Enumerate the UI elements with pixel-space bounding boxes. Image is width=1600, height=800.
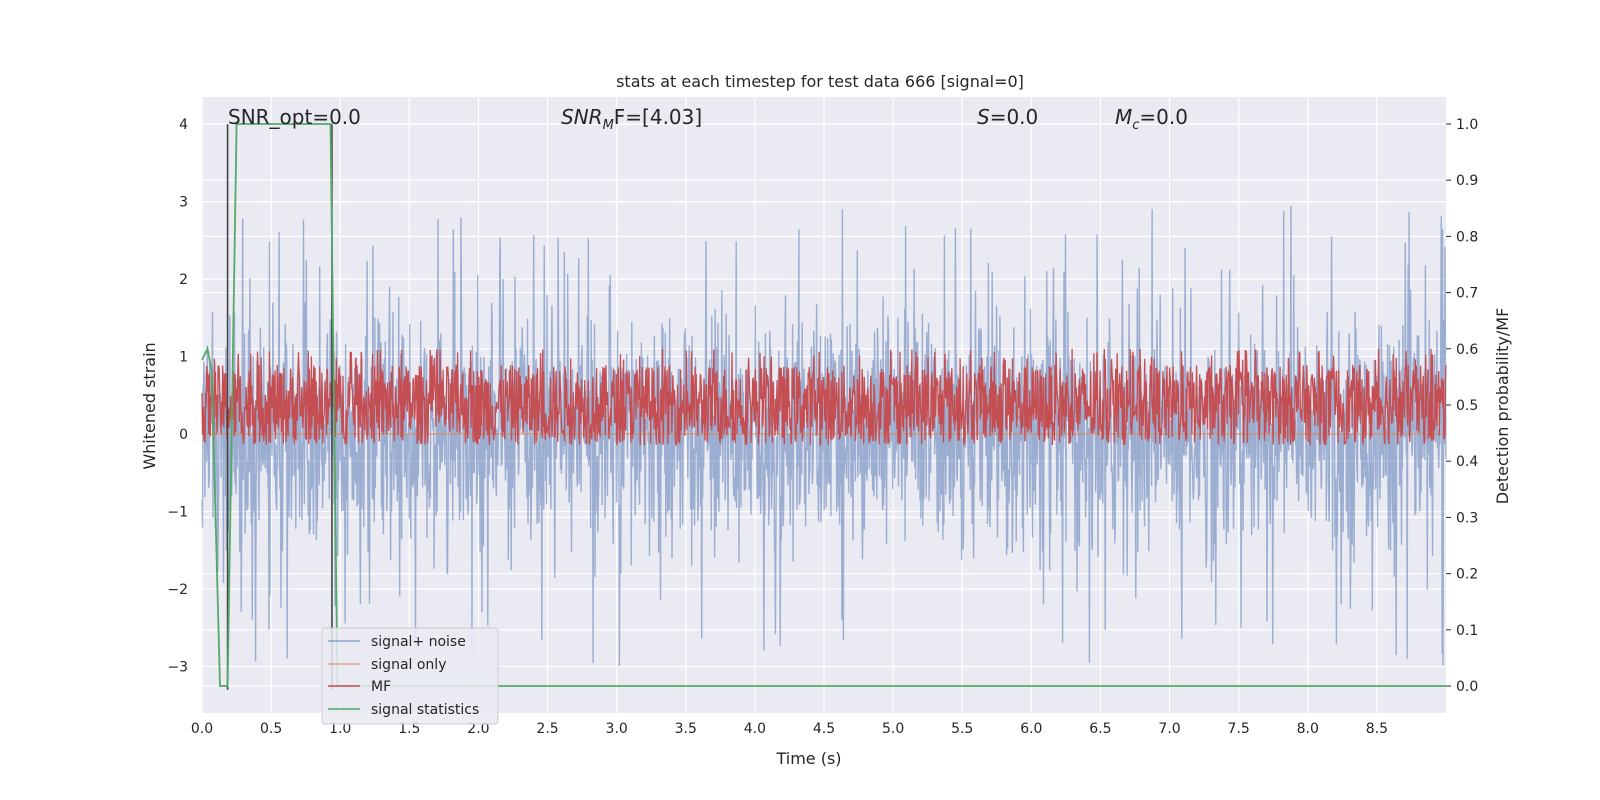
x-tick-label: 5.5 — [951, 721, 973, 737]
legend-label-signal-only: signal only — [371, 657, 446, 673]
y2-tick-label: 0.4 — [1456, 454, 1478, 470]
x-tick-label: 3.0 — [606, 721, 628, 737]
y2-tick-label: 1.0 — [1456, 117, 1478, 133]
x-tick-label: 8.0 — [1297, 721, 1319, 737]
y2-tick-label: 0.2 — [1456, 567, 1478, 583]
x-tick-label: 3.5 — [675, 721, 697, 737]
x-tick-label: 6.0 — [1020, 721, 1042, 737]
x-tick-label: 1.5 — [398, 721, 420, 737]
x-tick-label: 5.0 — [882, 721, 904, 737]
y2-tick-label: 0.7 — [1456, 286, 1478, 302]
x-tick-label: 0.0 — [191, 721, 213, 737]
signal-noise-series — [201, 205, 1447, 667]
x-tick-label: 6.5 — [1089, 721, 1111, 737]
x-tick-label: 7.5 — [1228, 721, 1250, 737]
y-tick-label: 4 — [179, 117, 188, 133]
y-tick-label: −1 — [167, 505, 188, 521]
mf-series — [201, 348, 1447, 448]
x-tick-label: 7.0 — [1158, 721, 1180, 737]
x-axis-label: Time (s) — [775, 749, 841, 768]
chart-title: stats at each timestep for test data 666… — [616, 72, 1024, 91]
signal-noise-line — [201, 205, 1447, 667]
y-tick-label: −3 — [167, 660, 188, 676]
legend: signal+ noise signal only MF signal stat… — [321, 627, 499, 725]
y2-tick-label: 0.9 — [1456, 173, 1478, 189]
annotation-snr-mf: SNRMF=[4.03] — [561, 105, 702, 133]
y2-tick-label: 0.5 — [1456, 398, 1478, 414]
x-tick-label: 8.5 — [1366, 721, 1388, 737]
y2-axis-label: Detection probability/MF — [1493, 308, 1512, 505]
x-tick-label: 4.0 — [744, 721, 766, 737]
y-axis-label: Whitened strain — [140, 342, 159, 469]
legend-label-signal-statistics: signal statistics — [371, 702, 479, 718]
y2-tick-label: 0.1 — [1456, 623, 1478, 639]
y-tick-label: 2 — [179, 272, 188, 288]
legend-box — [321, 627, 499, 725]
y2-tick-label: 0.8 — [1456, 229, 1478, 245]
x-tick-label: 0.5 — [260, 721, 282, 737]
mf-line — [201, 348, 1447, 448]
y2-tick-label: 0.0 — [1456, 679, 1478, 695]
annotation-mc: Mc=0.0 — [1115, 105, 1188, 133]
y-tick-label: −2 — [167, 582, 188, 598]
y2-tick-label: 0.3 — [1456, 510, 1478, 526]
x-tick-label: 4.5 — [813, 721, 835, 737]
x-tick-label: 2.0 — [467, 721, 489, 737]
y-tick-label: 1 — [179, 350, 188, 366]
legend-label-signal-noise: signal+ noise — [371, 634, 466, 650]
ticks: 0.0 0.5 1.0 1.5 2.0 2.5 3.0 3.5 4.0 4.5 5.0 5.5 6.0 6… — [167, 117, 1478, 737]
y-tick-label: 0 — [179, 427, 188, 443]
y2-tick-label: 0.6 — [1456, 342, 1478, 358]
annotation-s: S=0.0 — [977, 105, 1038, 129]
x-tick-label: 1.0 — [329, 721, 351, 737]
y-tick-label: 3 — [179, 195, 188, 211]
legend-label-mf: MF — [371, 679, 391, 695]
annotation-snr-opt: SNR_opt=0.0 — [228, 105, 361, 129]
x-tick-label: 2.5 — [536, 721, 558, 737]
